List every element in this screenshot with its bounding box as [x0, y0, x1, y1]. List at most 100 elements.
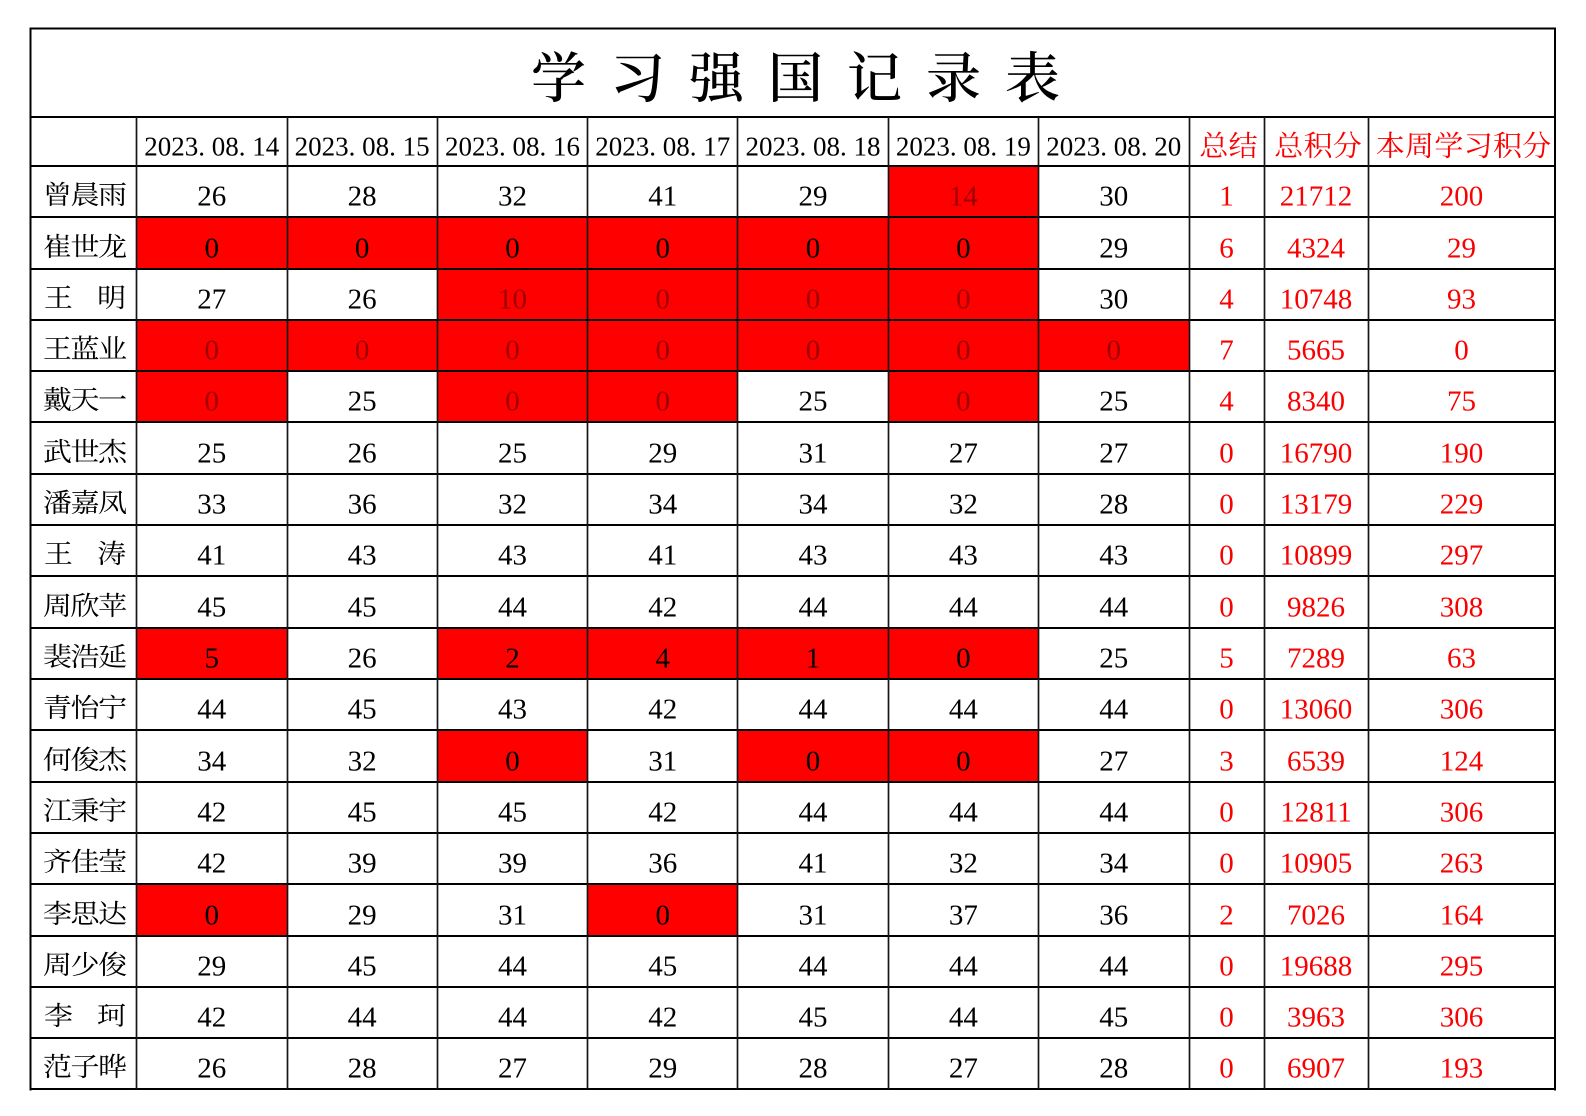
svg-text:43: 43 [498, 694, 527, 726]
svg-text:41: 41 [799, 848, 828, 880]
svg-text:25: 25 [348, 386, 377, 418]
svg-text:31: 31 [799, 438, 828, 470]
svg-text:0: 0 [1107, 335, 1122, 367]
svg-text:26: 26 [197, 1053, 226, 1085]
svg-text:2023. 08. 20: 2023. 08. 20 [1046, 132, 1181, 162]
svg-text:44: 44 [799, 951, 829, 983]
svg-text:4: 4 [656, 643, 671, 675]
svg-text:42: 42 [197, 797, 226, 829]
svg-text:32: 32 [498, 181, 527, 213]
svg-text:306: 306 [1440, 1002, 1484, 1034]
svg-text:44: 44 [1099, 797, 1129, 829]
svg-text:34: 34 [1099, 848, 1129, 880]
svg-text:41: 41 [648, 181, 677, 213]
svg-text:0: 0 [505, 386, 520, 418]
svg-text:42: 42 [648, 797, 677, 829]
svg-text:30: 30 [1099, 181, 1128, 213]
svg-text:4: 4 [1219, 386, 1234, 418]
svg-text:34: 34 [648, 489, 678, 521]
svg-text:27: 27 [949, 438, 978, 470]
svg-text:13179: 13179 [1280, 489, 1353, 521]
svg-text:44: 44 [498, 951, 528, 983]
svg-text:2: 2 [505, 643, 520, 675]
svg-text:31: 31 [799, 900, 828, 932]
svg-text:0: 0 [355, 335, 370, 367]
svg-text:37: 37 [949, 900, 978, 932]
svg-text:1: 1 [1219, 181, 1234, 213]
svg-text:29: 29 [648, 1053, 677, 1085]
svg-text:43: 43 [498, 540, 527, 572]
svg-text:0: 0 [956, 746, 971, 778]
svg-text:0: 0 [1454, 335, 1469, 367]
svg-text:32: 32 [348, 746, 377, 778]
svg-text:27: 27 [1099, 746, 1128, 778]
svg-text:45: 45 [348, 951, 377, 983]
svg-text:34: 34 [197, 746, 227, 778]
svg-text:0: 0 [806, 233, 821, 265]
svg-text:44: 44 [949, 592, 979, 624]
svg-text:0: 0 [1219, 1053, 1234, 1085]
svg-text:41: 41 [197, 540, 226, 572]
svg-text:2023. 08. 19: 2023. 08. 19 [896, 132, 1031, 162]
svg-text:39: 39 [348, 848, 377, 880]
svg-text:124: 124 [1440, 746, 1484, 778]
svg-text:0: 0 [205, 233, 220, 265]
svg-text:7: 7 [1219, 335, 1234, 367]
svg-text:44: 44 [1099, 592, 1129, 624]
svg-text:44: 44 [949, 797, 979, 829]
svg-text:42: 42 [648, 592, 677, 624]
svg-text:25: 25 [197, 438, 226, 470]
svg-text:36: 36 [1099, 900, 1128, 932]
svg-text:14: 14 [949, 181, 979, 213]
svg-text:28: 28 [1099, 1053, 1128, 1085]
svg-text:43: 43 [949, 540, 978, 572]
svg-text:42: 42 [648, 1002, 677, 1034]
svg-text:25: 25 [498, 438, 527, 470]
svg-text:45: 45 [348, 694, 377, 726]
svg-text:4: 4 [1219, 284, 1234, 316]
svg-text:0: 0 [806, 335, 821, 367]
svg-text:0: 0 [656, 335, 671, 367]
svg-text:29: 29 [197, 951, 226, 983]
svg-text:0: 0 [1219, 848, 1234, 880]
svg-text:0: 0 [1219, 1002, 1234, 1034]
svg-text:26: 26 [348, 643, 377, 675]
svg-text:0: 0 [505, 746, 520, 778]
svg-text:36: 36 [348, 489, 377, 521]
svg-text:3963: 3963 [1287, 1002, 1345, 1034]
svg-text:29: 29 [648, 438, 677, 470]
svg-text:41: 41 [648, 540, 677, 572]
svg-text:44: 44 [197, 694, 227, 726]
svg-text:44: 44 [498, 1002, 528, 1034]
svg-text:0: 0 [806, 284, 821, 316]
svg-text:27: 27 [949, 1053, 978, 1085]
svg-text:10899: 10899 [1280, 540, 1353, 572]
svg-text:45: 45 [648, 951, 677, 983]
svg-text:27: 27 [197, 284, 226, 316]
svg-text:0: 0 [1219, 797, 1234, 829]
svg-text:45: 45 [1099, 1002, 1128, 1034]
svg-text:27: 27 [1099, 438, 1128, 470]
svg-text:6: 6 [1219, 233, 1234, 265]
svg-text:30: 30 [1099, 284, 1128, 316]
svg-text:0: 0 [505, 335, 520, 367]
svg-text:28: 28 [1099, 489, 1128, 521]
svg-text:44: 44 [498, 592, 528, 624]
svg-text:164: 164 [1440, 900, 1484, 932]
svg-text:25: 25 [799, 386, 828, 418]
svg-text:44: 44 [1099, 951, 1129, 983]
svg-text:26: 26 [348, 284, 377, 316]
svg-text:29: 29 [348, 900, 377, 932]
svg-text:26: 26 [197, 181, 226, 213]
svg-text:263: 263 [1440, 848, 1484, 880]
svg-text:29: 29 [1099, 233, 1128, 265]
svg-text:19688: 19688 [1280, 951, 1353, 983]
svg-text:0: 0 [205, 335, 220, 367]
svg-text:306: 306 [1440, 797, 1484, 829]
svg-text:93: 93 [1447, 284, 1476, 316]
svg-text:9826: 9826 [1287, 592, 1345, 624]
svg-text:0: 0 [956, 284, 971, 316]
svg-text:1: 1 [806, 643, 821, 675]
svg-text:12811: 12811 [1280, 797, 1351, 829]
svg-text:16790: 16790 [1280, 438, 1353, 470]
